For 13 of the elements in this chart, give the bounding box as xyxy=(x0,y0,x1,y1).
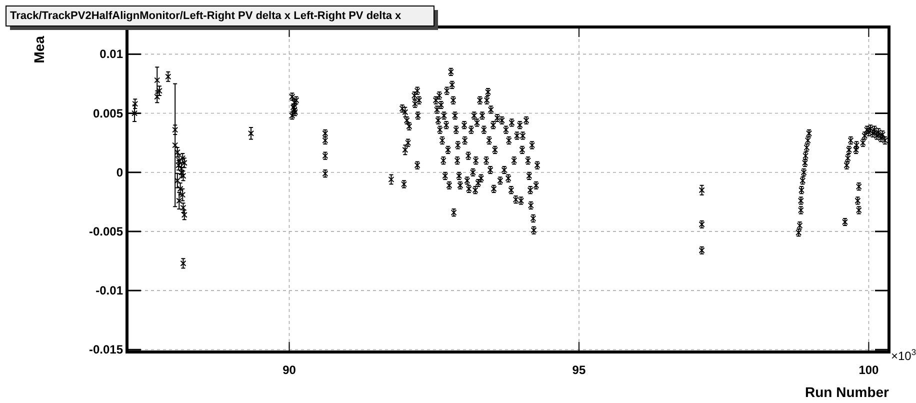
chart-title: Track/TrackPV2HalfAlignMonitor/Left-Right PV delta x Left-Right PV delta x xyxy=(10,10,402,22)
x-tick-label: 100 xyxy=(858,363,880,377)
y-tick-label: 0.01 xyxy=(100,47,124,62)
y-tick-label: -0.005 xyxy=(88,224,124,238)
x-tick-label: 95 xyxy=(572,363,586,377)
x-tick-label: 90 xyxy=(282,363,296,377)
text: ×10$^{3}$ xyxy=(891,347,916,363)
y-tick-label: -0.015 xyxy=(88,342,124,357)
y-tick-label: 0 xyxy=(116,165,124,180)
y-axis-title: Mea xyxy=(31,36,47,64)
y-tick-label: -0.01 xyxy=(96,284,124,298)
x-axis-title: Run Number xyxy=(805,384,890,400)
y-tick-label: 0.005 xyxy=(92,106,124,120)
